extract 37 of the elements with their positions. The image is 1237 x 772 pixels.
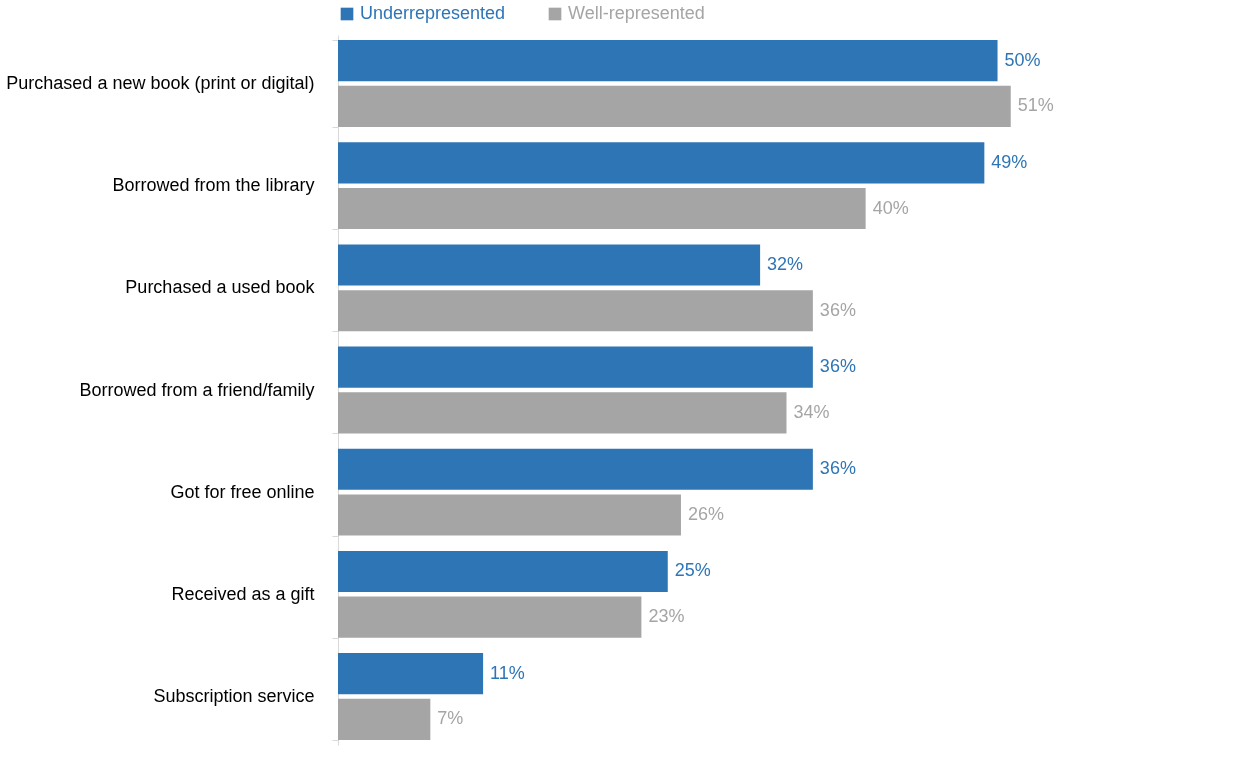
data-label: 32% bbox=[767, 253, 804, 274]
y-tick-label: Borrowed from the library bbox=[112, 175, 315, 196]
bar bbox=[338, 494, 681, 536]
data-label: 50% bbox=[1004, 49, 1041, 70]
data-label: 36% bbox=[819, 458, 856, 479]
legend-label: Well-represented bbox=[568, 3, 705, 23]
bar bbox=[338, 698, 431, 740]
legend-label: Underrepresented bbox=[360, 3, 506, 23]
bar bbox=[338, 40, 998, 82]
bar bbox=[338, 187, 866, 230]
data-label: 40% bbox=[872, 197, 909, 218]
y-tick-label: Got for free online bbox=[170, 481, 315, 502]
y-tick-label: Purchased a new book (print or digital) bbox=[6, 73, 315, 94]
bar bbox=[338, 653, 484, 695]
bar bbox=[338, 392, 787, 434]
data-label: 49% bbox=[991, 151, 1028, 172]
data-label: 23% bbox=[648, 606, 685, 627]
data-label: 34% bbox=[793, 401, 830, 422]
bar bbox=[338, 550, 668, 593]
bar bbox=[338, 290, 813, 332]
bar bbox=[338, 142, 985, 184]
data-label: 11% bbox=[490, 662, 525, 683]
y-tick-label: Received as a gift bbox=[171, 583, 315, 604]
y-tick-label: Borrowed from a friend/family bbox=[79, 379, 315, 400]
bar bbox=[338, 244, 761, 286]
bar bbox=[338, 448, 813, 490]
bar bbox=[338, 85, 1011, 127]
data-label: 7% bbox=[437, 708, 464, 729]
data-label: 36% bbox=[819, 356, 856, 377]
data-label: 26% bbox=[687, 504, 724, 525]
bar bbox=[338, 596, 642, 638]
data-label: 51% bbox=[1017, 95, 1054, 116]
y-tick-label: Purchased a used book bbox=[125, 277, 316, 298]
data-label: 25% bbox=[674, 560, 711, 581]
bar bbox=[338, 346, 813, 388]
data-label: 36% bbox=[819, 299, 856, 320]
y-tick-label: Subscription service bbox=[153, 685, 315, 706]
